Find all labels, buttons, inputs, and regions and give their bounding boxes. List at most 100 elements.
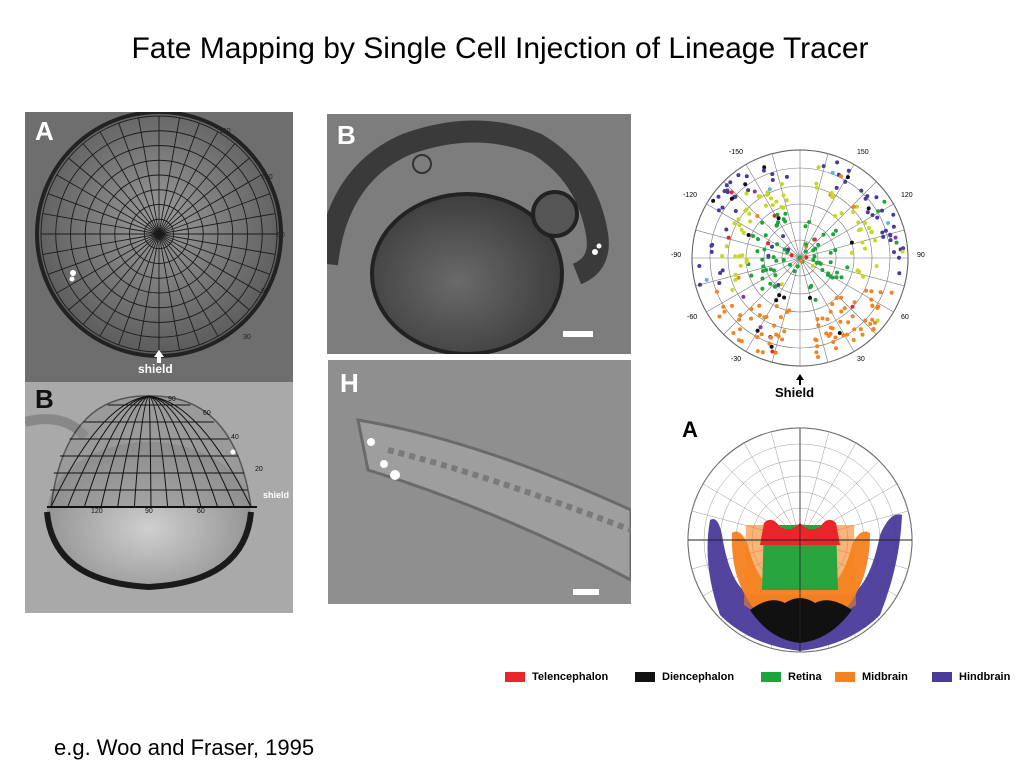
- grid-label: 90: [277, 232, 285, 239]
- scatter-dot: [828, 309, 833, 314]
- scatter-dot: [804, 255, 809, 260]
- scatter-dot: [860, 274, 865, 279]
- scatter-dot: [845, 332, 850, 337]
- scatter-dot: [709, 249, 714, 254]
- scatter-dot: [880, 230, 885, 235]
- scatter-dot: [760, 220, 765, 225]
- scatter-dot: [870, 213, 875, 218]
- scatter-dot: [839, 211, 844, 216]
- scatter-dot: [824, 331, 829, 336]
- fate-map-legend: Telencephalon Diencephalon Retina Midbra…: [505, 671, 1020, 689]
- scatter-dot: [881, 234, 886, 239]
- scatter-dot: [751, 234, 756, 238]
- scatter-dot: [837, 331, 842, 335]
- scatter-dot: [783, 211, 788, 216]
- scatter-dot: [762, 165, 767, 170]
- scatter-dot: [739, 227, 744, 232]
- equator-label: 60: [197, 508, 205, 515]
- scatter-dot: [777, 293, 782, 298]
- grid-label: 90: [168, 396, 176, 403]
- scatter-dot: [736, 338, 741, 343]
- lateral-micrograph: [25, 382, 293, 613]
- scatter-dot: [855, 268, 860, 273]
- scatter-dot: [762, 247, 767, 252]
- scatter-dot: [733, 254, 738, 259]
- scatter-dot: [714, 289, 719, 294]
- scatter-dot: [788, 262, 792, 267]
- panel-label: B: [337, 120, 356, 150]
- legend-item-retina: Retina: [761, 671, 822, 683]
- scatter-dot: [856, 220, 861, 225]
- scatter-dot: [892, 250, 896, 255]
- scatter-dot: [820, 268, 825, 272]
- scatter-dot: [704, 277, 709, 282]
- panel-label: A: [682, 417, 698, 442]
- scatter-dot: [849, 250, 854, 255]
- scatter-dot: [821, 232, 826, 237]
- angle-label: -30: [731, 356, 742, 363]
- scatter-dot: [733, 209, 738, 213]
- scatter-dot: [838, 174, 843, 179]
- scatter-dot: [755, 214, 760, 218]
- scatter-dot: [864, 288, 869, 293]
- scatter-dot: [875, 318, 880, 323]
- scatter-dot: [755, 349, 760, 354]
- scatter-dot: [773, 273, 778, 278]
- scatter-dot: [726, 235, 731, 240]
- equator-label: 90: [145, 508, 153, 515]
- fate-map-diagram: [687, 427, 913, 653]
- scatter-dot: [860, 332, 865, 337]
- scatter-dot: [785, 310, 790, 314]
- scatter-dot: [870, 317, 875, 322]
- scatter-dot: [720, 205, 725, 210]
- scatter-dot: [781, 193, 786, 198]
- legend-label: Hindbrain: [959, 671, 1011, 683]
- scatter-dot: [835, 270, 839, 275]
- scatter-dot: [770, 203, 775, 207]
- legend-label: Diencephalon: [662, 671, 735, 683]
- scatter-dot: [728, 180, 733, 185]
- equator-label: 120: [91, 508, 103, 515]
- scatter-dot: [731, 331, 736, 335]
- scatter-dot: [774, 298, 779, 303]
- scatter-dot: [846, 168, 851, 173]
- scatter-dot: [870, 303, 875, 308]
- scatter-dot: [893, 235, 898, 240]
- legend-label: Retina: [788, 671, 822, 683]
- scatter-dot: [811, 257, 816, 262]
- citation: e.g. Woo and Fraser, 1995: [54, 735, 315, 760]
- scatter-dot: [852, 327, 857, 332]
- scatter-dot: [808, 295, 812, 300]
- scatter-dot: [698, 282, 702, 287]
- scatter-dot: [870, 327, 875, 332]
- scatter-dot: [833, 335, 838, 340]
- scatter-dot: [737, 254, 742, 258]
- scatter-dot: [756, 194, 761, 199]
- scatter-dot: [834, 346, 838, 351]
- panel-embryo-head: B: [327, 114, 631, 354]
- scatter-dot: [741, 294, 746, 299]
- panel-label: H: [340, 368, 359, 398]
- legend-swatch: [932, 672, 952, 682]
- scatter-dot: [821, 164, 826, 169]
- scatter-dot: [869, 297, 874, 302]
- scatter-dot: [815, 344, 820, 349]
- scatter-dot: [767, 341, 772, 346]
- scatter-dot: [771, 255, 776, 260]
- embryo-tail-micrograph: [328, 360, 631, 604]
- scatter-dot: [775, 223, 779, 227]
- scatter-dot: [820, 316, 825, 321]
- scatter-dot: [873, 238, 878, 243]
- scatter-dot: [761, 269, 765, 273]
- scatter-dot: [874, 195, 879, 200]
- legend-swatch: [505, 672, 525, 682]
- scatter-dot: [833, 228, 838, 233]
- scatter-dot: [778, 315, 783, 320]
- scatter-dot: [744, 260, 749, 265]
- scatter-dot: [748, 219, 753, 224]
- scatter-dot: [807, 220, 812, 224]
- scatter-dot: [711, 198, 716, 203]
- grid-label: 120: [261, 174, 273, 181]
- scatter-dot: [782, 247, 787, 252]
- scatter-dot: [826, 333, 831, 338]
